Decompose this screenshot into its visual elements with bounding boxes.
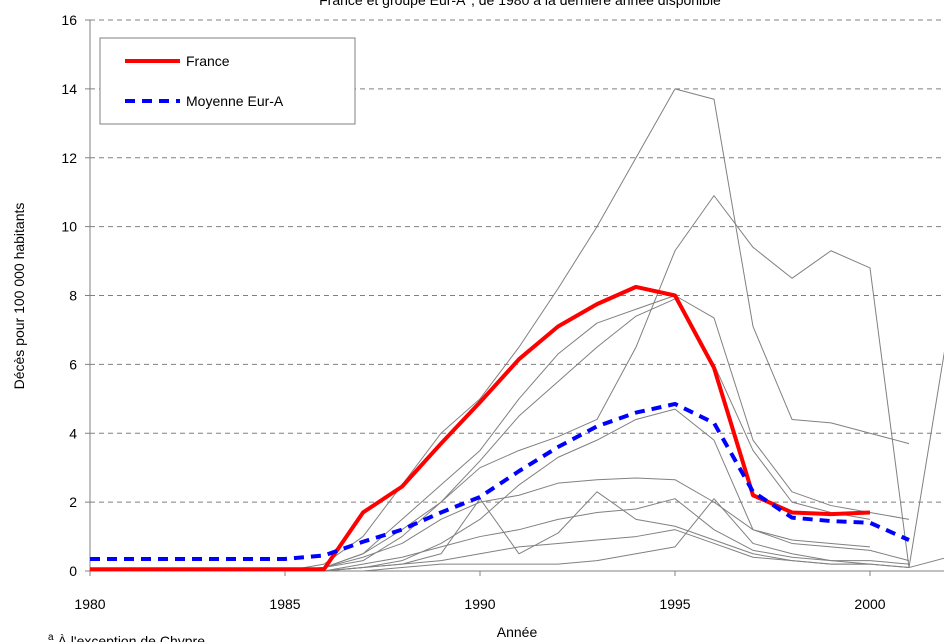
x-tick-label: 1990 [464,596,495,612]
x-axis-label: Année [497,624,538,640]
x-tick-label: 1985 [269,596,300,612]
y-tick-label: 10 [61,219,77,235]
footnote-text: À l'exception de Chypre [58,633,206,642]
series-line [90,284,871,572]
country-line [285,529,944,572]
footnote: a À l'exception de Chypre [48,632,205,642]
y-tick-label: 2 [69,494,77,510]
country-line [284,477,910,572]
y-tick-label: 6 [69,356,77,372]
title-note-mark: a [465,0,471,3]
y-tick-label: 14 [61,81,77,97]
x-tick-label: 2000 [854,596,885,612]
legend-box [99,37,356,125]
y-tick-label: 8 [69,288,77,304]
legend-label: Moyenne Eur-A [186,93,284,109]
series-line [90,401,910,561]
y-tick-label: 0 [69,563,77,579]
country-line [285,498,910,572]
y-axis-label: Décès pour 100 000 habitants [11,203,27,390]
country-line [284,295,910,572]
country-line [284,88,910,572]
x-tick-label: 1995 [659,596,690,612]
title-main: France et groupe Eur-A [319,0,466,8]
chart-title: France et groupe Eur-Aa, de 1980 à la de… [319,0,721,8]
y-tick-label: 16 [61,12,77,28]
title-rest: , de 1980 à la dernière année disponible [471,0,721,8]
country-line [285,408,871,572]
y-tick-label: 12 [61,150,77,166]
y-tick-label: 4 [69,425,77,441]
footnote-mark: a [48,632,54,642]
x-tick-label: 1980 [74,596,105,612]
country-line [285,498,910,572]
legend-label: France [186,53,230,69]
country-line [284,298,871,572]
